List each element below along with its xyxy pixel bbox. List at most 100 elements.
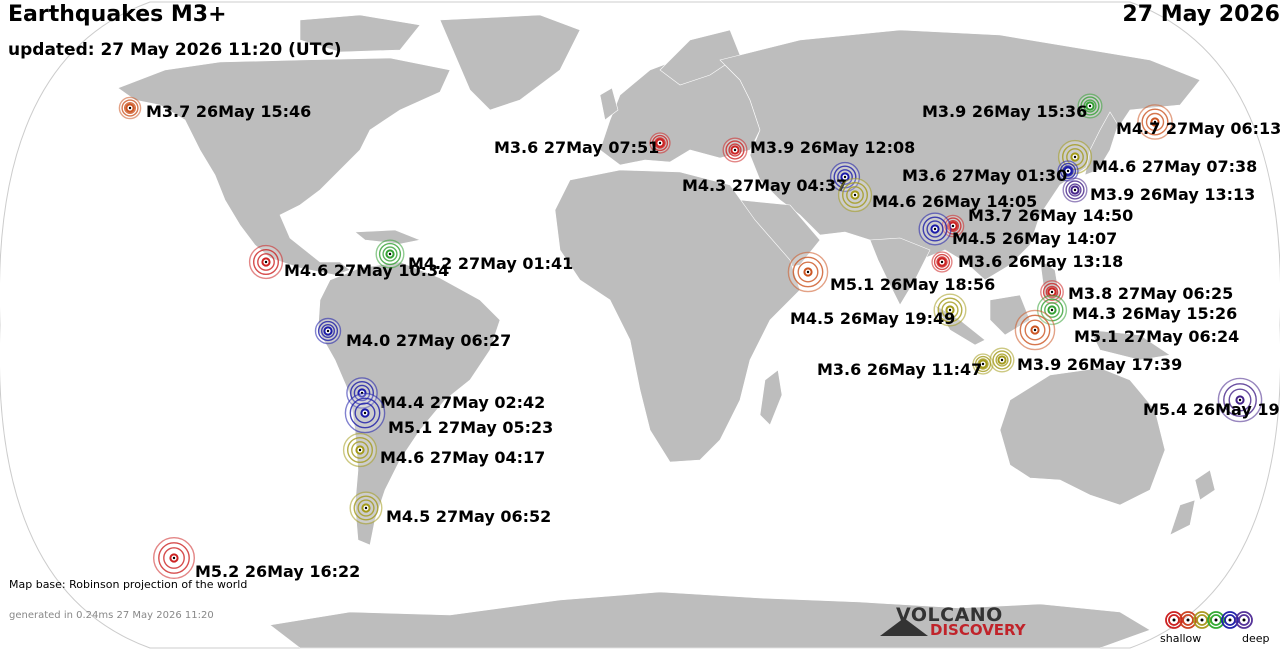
- legend-dot: [1214, 618, 1218, 622]
- earthquake-marker[interactable]: [349, 491, 383, 525]
- earthquake-label: M4.4 27May 02:42: [380, 393, 545, 412]
- earthquake-marker[interactable]: [1137, 104, 1173, 140]
- magnitude-ring: [944, 217, 962, 235]
- magnitude-ring: [1223, 383, 1257, 417]
- land-antarctica: [269, 591, 1151, 649]
- earthquake-label: M4.3 26May 15:26: [1072, 304, 1237, 323]
- earthquake-marker[interactable]: [118, 96, 142, 120]
- epicenter-center: [981, 362, 985, 366]
- legend-ring: [1210, 614, 1222, 626]
- magnitude-ring: [936, 256, 948, 268]
- earthquake-marker[interactable]: [829, 161, 861, 193]
- legend-ring: [1235, 611, 1253, 629]
- epicenter-center: [951, 224, 955, 228]
- magnitude-ring: [354, 402, 376, 424]
- earthquake-label: M5.2 26May 16:22: [195, 562, 360, 581]
- magnitude-ring: [792, 256, 824, 288]
- earthquake-marker[interactable]: [722, 137, 748, 163]
- earthquake-marker[interactable]: [248, 244, 284, 280]
- earthquake-label: M4.0 27May 06:27: [346, 331, 511, 350]
- earthquake-label: M4.2 27May 01:41: [408, 254, 573, 273]
- legend-ring: [1207, 611, 1225, 629]
- epicenter-center: [1050, 290, 1054, 294]
- legend-ring: [1224, 614, 1236, 626]
- epicenter-center: [364, 506, 368, 510]
- earthquake-label: M3.9 26May 15:36: [922, 102, 1087, 121]
- epicenter-center: [172, 556, 176, 560]
- earthquake-label: M3.6 26May 13:18: [958, 252, 1123, 271]
- epicenter-center: [1000, 358, 1004, 362]
- land-new-guinea: [1089, 329, 1171, 361]
- magnitude-ring: [378, 242, 402, 266]
- land-australia: [999, 367, 1166, 506]
- earthquake-marker[interactable]: [1077, 93, 1103, 119]
- earthquake-marker[interactable]: [933, 293, 967, 327]
- earthquake-label: M4.6 27May 07:38: [1092, 157, 1257, 176]
- magnitude-ring: [1045, 285, 1059, 299]
- legend-shallow-label: shallow: [1160, 632, 1202, 645]
- magnitude-ring: [995, 353, 1009, 367]
- magnitude-ring: [257, 253, 275, 271]
- magnitude-ring: [922, 216, 948, 242]
- magnitude-ring: [992, 350, 1012, 370]
- land-japan: [1084, 111, 1119, 176]
- epicenter-center: [843, 175, 847, 179]
- magnitude-ring: [1145, 112, 1165, 132]
- magnitude-ring: [163, 547, 185, 569]
- magnitude-ring: [382, 246, 398, 262]
- legend-dot: [1228, 618, 1232, 622]
- earthquake-label: M3.7 26May 14:50: [968, 206, 1133, 225]
- land-borneo: [989, 294, 1031, 336]
- magnitude-ring: [728, 143, 742, 157]
- earthquake-label: M3.6 27May 07:51: [494, 138, 659, 157]
- earthquake-marker[interactable]: [931, 251, 953, 273]
- earthquake-label: M3.9 26May 13:13: [1090, 185, 1255, 204]
- earthquake-label: M4.6 26May 14:05: [872, 192, 1037, 211]
- map-base-credit: Map base: Robinson projection of the wor…: [9, 578, 248, 591]
- earthquake-marker[interactable]: [152, 537, 195, 580]
- magnitude-ring: [1044, 302, 1060, 318]
- earthquake-marker[interactable]: [1014, 309, 1056, 351]
- earthquake-marker[interactable]: [837, 177, 873, 213]
- earthquake-marker[interactable]: [787, 251, 829, 293]
- epicenter-center: [128, 106, 132, 110]
- earthquake-marker[interactable]: [1036, 294, 1068, 326]
- earthquake-marker[interactable]: [1217, 377, 1263, 423]
- earthquake-marker[interactable]: [972, 353, 994, 375]
- epicenter-center: [1066, 169, 1070, 173]
- magnitude-ring: [933, 253, 951, 271]
- earthquake-marker[interactable]: [314, 317, 342, 345]
- legend-ring: [1165, 611, 1183, 629]
- earthquake-label: M3.6 27May 01:30: [902, 166, 1067, 185]
- earthquake-marker[interactable]: [344, 392, 386, 434]
- earthquake-label: M3.8 27May 06:25: [1068, 284, 1233, 303]
- earthquake-marker[interactable]: [649, 132, 671, 154]
- earthquake-marker[interactable]: [989, 347, 1015, 373]
- magnitude-ring: [321, 324, 336, 339]
- magnitude-ring: [1066, 148, 1084, 166]
- earthquake-markers: M3.7 26May 15:46 M3.6 27May 07:51 M3.9 26M…: [118, 93, 1280, 581]
- volcano-discovery-logo[interactable]: VOLCANO DISCOVERY: [880, 604, 1040, 640]
- magnitude-ring: [941, 301, 959, 319]
- magnitude-ring: [842, 181, 869, 208]
- legend-ring: [1168, 614, 1180, 626]
- earthquake-marker[interactable]: [1057, 160, 1079, 182]
- magnitude-ring: [351, 441, 369, 459]
- earthquake-marker[interactable]: [375, 239, 405, 269]
- legend-ring: [1221, 611, 1239, 629]
- earthquake-marker[interactable]: [342, 432, 378, 468]
- earthquake-label: M3.6 26May 11:47: [817, 360, 982, 379]
- updated-timestamp: updated: 27 May 2026 11:20 (UTC): [8, 40, 342, 60]
- magnitude-ring: [1042, 282, 1062, 302]
- earthquake-label: M4.3 27May 04:37: [682, 176, 847, 195]
- legend-dot: [1200, 618, 1204, 622]
- earthquake-marker[interactable]: [1057, 139, 1093, 175]
- magnitude-ring: [1019, 314, 1051, 346]
- earthquake-marker[interactable]: [1062, 177, 1088, 203]
- earthquake-marker[interactable]: [918, 212, 952, 246]
- land-asia: [719, 29, 1201, 281]
- magnitude-ring: [1059, 162, 1077, 180]
- land-madagascar: [759, 369, 783, 426]
- magnitude-ring: [1141, 108, 1169, 136]
